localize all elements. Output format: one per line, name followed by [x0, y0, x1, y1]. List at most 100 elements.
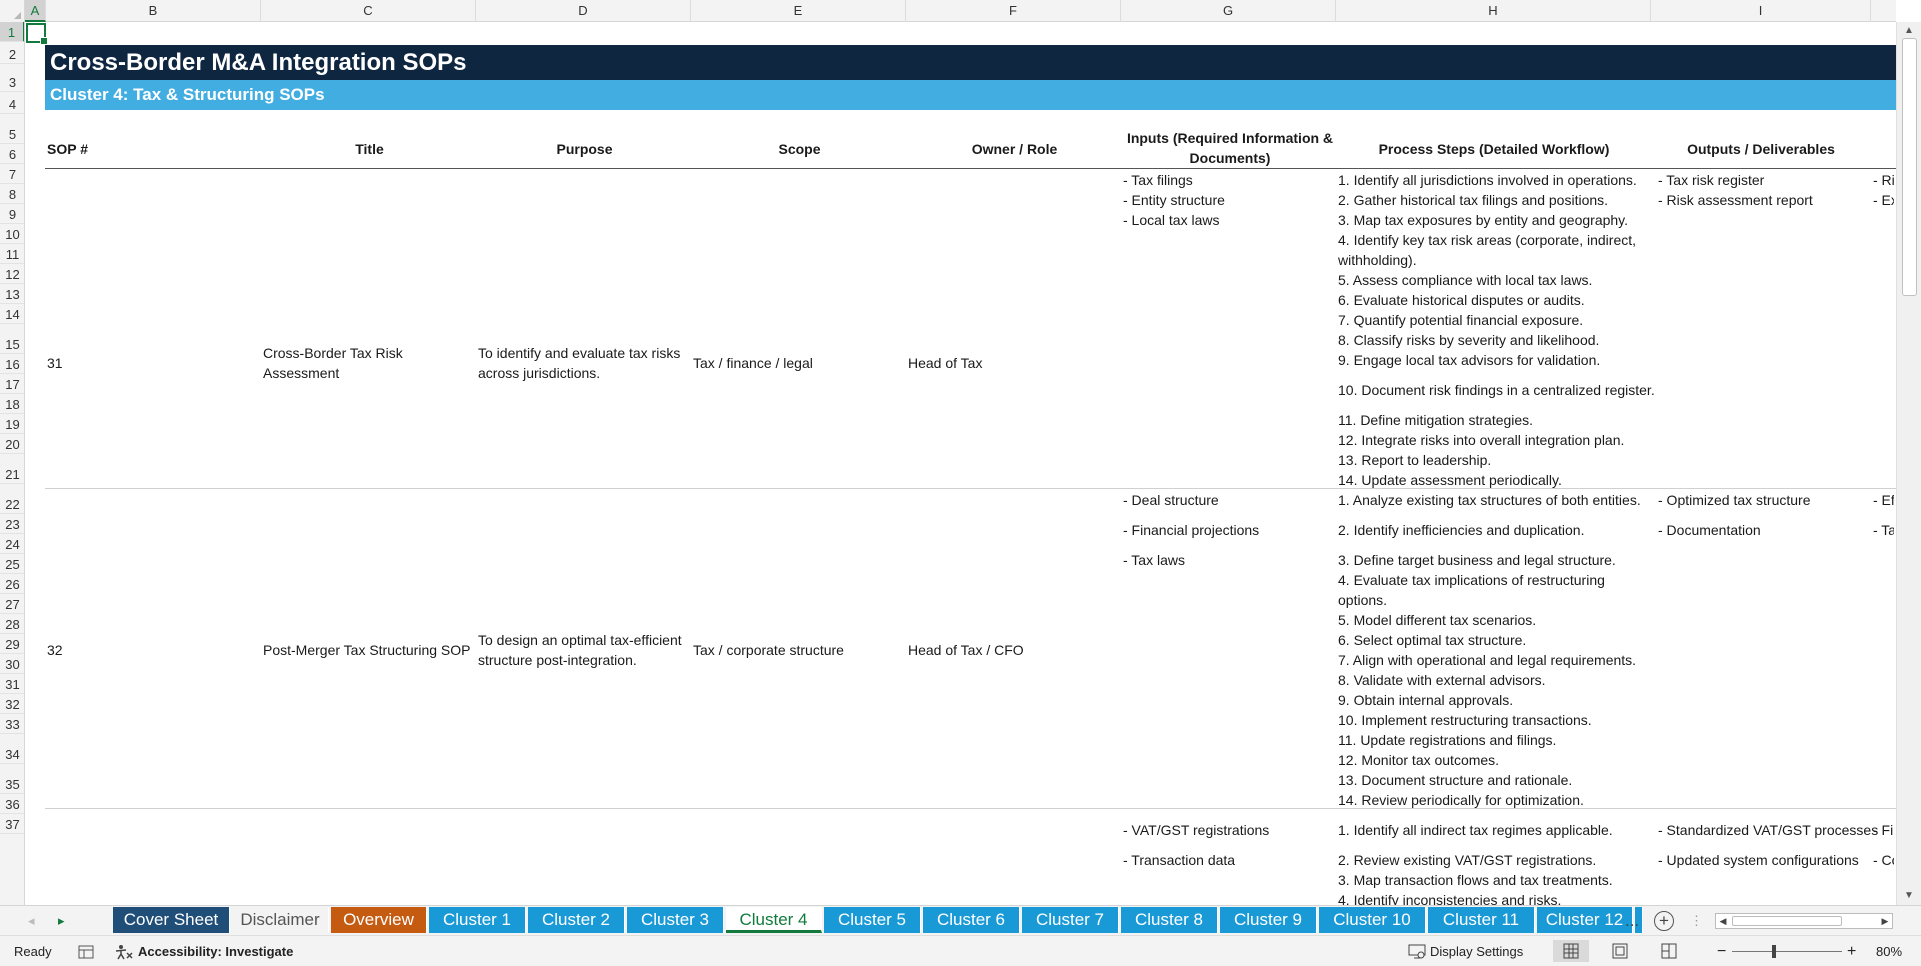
column-header-h[interactable]: H: [1336, 0, 1651, 22]
selected-cell-a1[interactable]: [26, 23, 48, 45]
sheet-tab[interactable]: Cluster 3: [627, 907, 724, 933]
sop-input[interactable]: - Deal structure: [1123, 492, 1219, 508]
row-header[interactable]: 11: [0, 244, 24, 264]
process-step[interactable]: 14. Review periodically for optimization…: [1338, 792, 1584, 808]
row-header[interactable]: 2: [0, 42, 24, 64]
process-step[interactable]: 12. Integrate risks into overall integra…: [1338, 432, 1625, 448]
column-header-g[interactable]: G: [1121, 0, 1336, 22]
row-header[interactable]: 12: [0, 264, 24, 284]
page-layout-view-button[interactable]: [1602, 940, 1638, 962]
process-step[interactable]: 10. Document risk findings in a centrali…: [1338, 382, 1655, 398]
sop-input[interactable]: - Financial projections: [1123, 522, 1260, 538]
process-step[interactable]: 13. Document structure and rationale.: [1338, 772, 1573, 788]
sheet-tab[interactable]: Cluster 2: [528, 907, 625, 933]
row-header[interactable]: 27: [0, 594, 24, 614]
row-header[interactable]: 7: [0, 164, 24, 184]
sheet-tab[interactable]: Cluster 12: [1537, 907, 1633, 933]
sop-output[interactable]: - Standardized VAT/GST processes: [1658, 822, 1879, 838]
process-step[interactable]: 9. Obtain internal approvals.: [1338, 692, 1514, 708]
sop-output[interactable]: - Tax risk register: [1658, 172, 1765, 188]
process-step[interactable]: 11. Update registrations and filings.: [1338, 732, 1557, 748]
row-header[interactable]: 33: [0, 714, 24, 734]
next-column-text[interactable]: - Ri: [1873, 172, 1894, 188]
zoom-slider-thumb[interactable]: [1772, 945, 1776, 958]
row-header[interactable]: 16: [0, 354, 24, 374]
row-header[interactable]: 28: [0, 614, 24, 634]
process-step[interactable]: 6. Select optimal tax structure.: [1338, 632, 1527, 648]
sheet-tab[interactable]: Cluster 7: [1022, 907, 1119, 933]
sheet-tab[interactable]: Cover Sheet: [113, 907, 230, 933]
row-header[interactable]: 34: [0, 734, 24, 764]
zoom-out-button[interactable]: −: [1717, 943, 1727, 960]
process-step[interactable]: 2. Review existing VAT/GST registrations…: [1338, 852, 1597, 868]
row-header[interactable]: 8: [0, 184, 24, 204]
process-step[interactable]: 1. Analyze existing tax structures of bo…: [1338, 492, 1641, 508]
row-header[interactable]: 6: [0, 144, 24, 164]
next-column-text[interactable]: - Ex: [1873, 192, 1894, 208]
scroll-up-icon[interactable]: ▲: [1904, 25, 1914, 36]
sheet-tab[interactable]: Cluster 9: [1220, 907, 1317, 933]
process-step[interactable]: 8. Validate with external advisors.: [1338, 672, 1546, 688]
row-header[interactable]: 23: [0, 514, 24, 534]
sop-input[interactable]: - Tax laws: [1123, 552, 1185, 568]
vertical-scroll-thumb[interactable]: [1902, 38, 1917, 296]
select-all-button[interactable]: [0, 0, 25, 22]
process-step[interactable]: 4. Identify inconsistencies and risks.: [1338, 892, 1562, 905]
process-step[interactable]: 14. Update assessment periodically.: [1338, 472, 1562, 488]
sheet-tab[interactable]: Cluster 1: [429, 907, 526, 933]
accessibility-icon[interactable]: [114, 936, 134, 966]
add-sheet-button[interactable]: +: [1654, 911, 1674, 931]
row-header[interactable]: 19: [0, 414, 24, 434]
process-step[interactable]: 3. Map transaction flows and tax treatme…: [1338, 872, 1613, 888]
vertical-scrollbar[interactable]: ▲ ▼: [1896, 22, 1921, 905]
column-header-i[interactable]: I: [1651, 0, 1871, 22]
column-header-b[interactable]: B: [46, 0, 261, 22]
row-header[interactable]: 32: [0, 694, 24, 714]
sop-number[interactable]: 31: [47, 355, 63, 371]
row-header[interactable]: 30: [0, 654, 24, 674]
process-step[interactable]: 4. Evaluate tax implications of restruct…: [1338, 572, 1605, 608]
sheet-tab[interactable]: Cluster 4: [726, 907, 822, 933]
sheet-tab[interactable]: Overview: [331, 907, 427, 933]
display-settings-icon[interactable]: [1408, 936, 1426, 966]
sheet-tab[interactable]: Cluster 6: [923, 907, 1020, 933]
next-column-text[interactable]: - Ef: [1873, 492, 1894, 508]
process-step[interactable]: 7. Quantify potential financial exposure…: [1338, 312, 1584, 328]
sheet-tab[interactable]: Cluster 5: [824, 907, 921, 933]
sop-owner[interactable]: Head of Tax / CFO: [908, 642, 1024, 658]
row-header[interactable]: 36: [0, 794, 24, 814]
scroll-left-icon[interactable]: ◀: [1719, 916, 1727, 926]
process-step[interactable]: 1. Identify all jurisdictions involved i…: [1338, 172, 1637, 188]
sop-scope[interactable]: Tax / corporate structure: [693, 642, 844, 658]
row-header[interactable]: 20: [0, 434, 24, 454]
sop-input[interactable]: - Entity structure: [1123, 192, 1225, 208]
row-header[interactable]: 10: [0, 224, 24, 244]
horizontal-scroll-thumb[interactable]: [1732, 916, 1842, 926]
sop-title[interactable]: Post-Merger Tax Structuring SOP: [263, 642, 471, 658]
process-step[interactable]: 9. Engage local tax advisors for validat…: [1338, 352, 1601, 368]
normal-view-button[interactable]: [1553, 940, 1589, 962]
row-header[interactable]: 14: [0, 304, 24, 324]
row-header[interactable]: 1: [0, 22, 24, 42]
next-sheet-icon[interactable]: ▸: [58, 913, 65, 928]
process-step[interactable]: 8. Classify risks by severity and likeli…: [1338, 332, 1600, 348]
row-header[interactable]: 31: [0, 674, 24, 694]
sop-purpose[interactable]: To identify and evaluate tax risks acros…: [478, 345, 681, 381]
process-step[interactable]: 3. Map tax exposures by entity and geogr…: [1338, 212, 1629, 228]
column-header-e[interactable]: E: [691, 0, 906, 22]
sop-output[interactable]: - Updated system configurations: [1658, 852, 1859, 868]
row-header[interactable]: 26: [0, 574, 24, 594]
tab-splitter-icon[interactable]: ⋮: [1690, 913, 1703, 928]
process-step[interactable]: 2. Gather historical tax filings and pos…: [1338, 192, 1609, 208]
page-break-view-button[interactable]: [1651, 940, 1687, 962]
next-column-text[interactable]: - Ta: [1873, 522, 1894, 538]
macro-record-icon[interactable]: [78, 936, 94, 966]
horizontal-scrollbar[interactable]: ◀ ▶: [1715, 913, 1893, 929]
sheet-tab[interactable]: Cluster 8: [1121, 907, 1218, 933]
sheet-tab[interactable]: Cluster 10: [1319, 907, 1426, 933]
process-step[interactable]: 3. Define target business and legal stru…: [1338, 552, 1616, 568]
worksheet-grid[interactable]: Cross-Border M&A Integration SOPs Cluste…: [26, 23, 1896, 905]
row-header[interactable]: 37: [0, 814, 24, 834]
column-header-c[interactable]: C: [261, 0, 476, 22]
row-header[interactable]: 22: [0, 484, 24, 514]
